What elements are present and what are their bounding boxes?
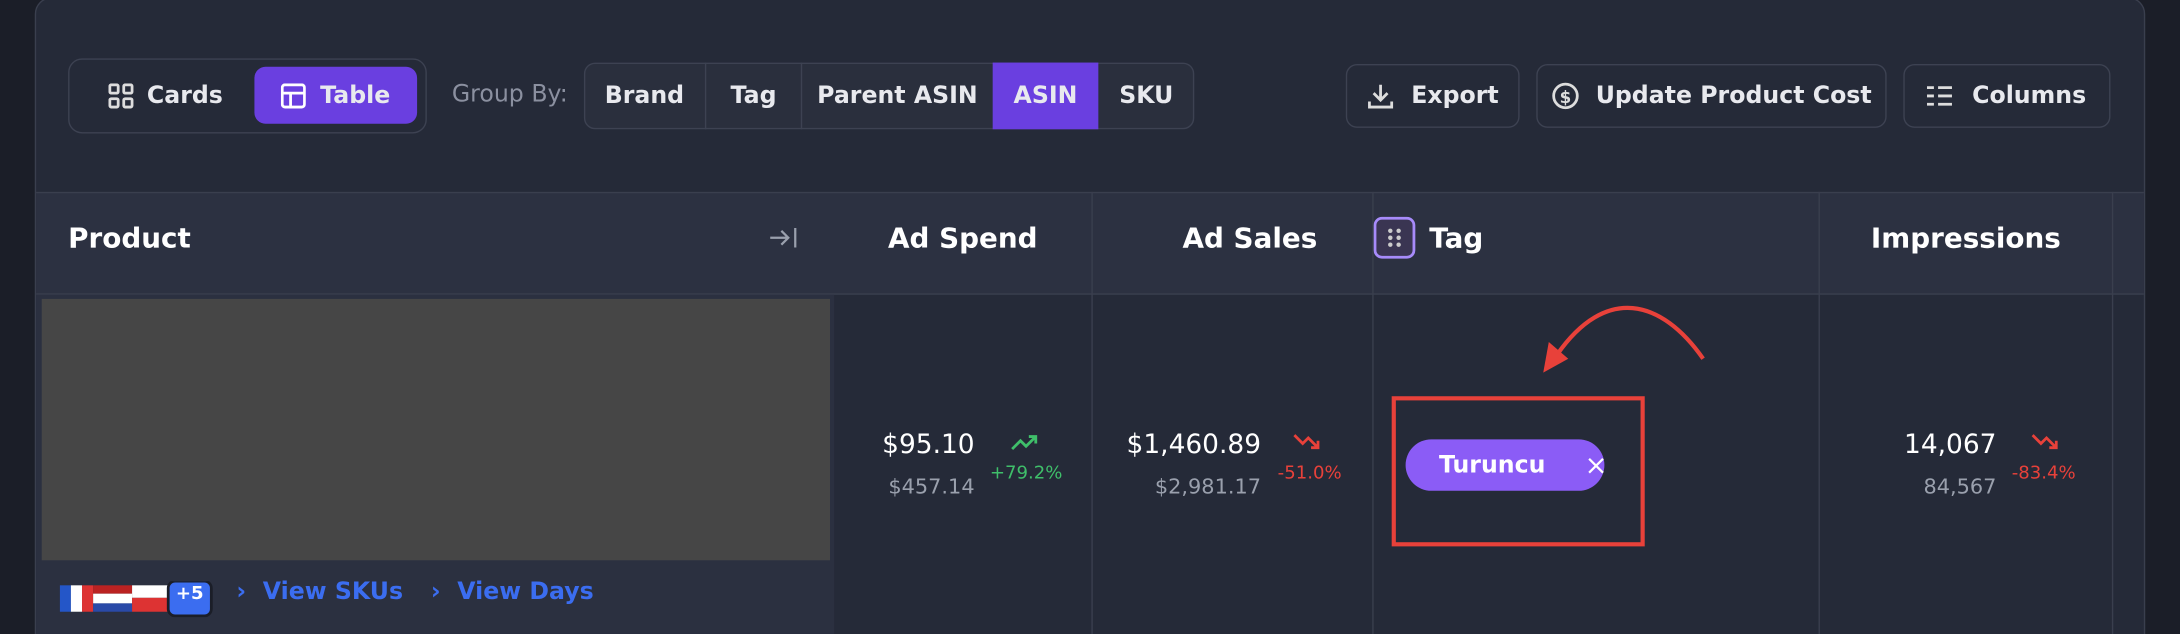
table-header <box>36 191 2144 295</box>
cards-label: Cards <box>146 81 223 110</box>
drag-dots <box>1388 228 1401 247</box>
remove-tag-icon[interactable] <box>1587 457 1604 474</box>
view-days-link[interactable]: View Days <box>457 578 594 607</box>
row-links: › View SKUs › View Days <box>236 578 593 606</box>
header-impressions: Impressions <box>1870 221 2061 255</box>
header-tag: Tag <box>1429 221 1484 255</box>
update-cost-label: Update Product Cost <box>1595 82 1872 110</box>
tag-label: Turuncu <box>1438 451 1546 479</box>
impressions-value: 14,067 <box>1904 429 1997 461</box>
cards-icon <box>108 82 134 108</box>
chevron: › <box>430 578 441 607</box>
update-cost-button[interactable]: $ Update Product Cost <box>1536 63 1887 128</box>
col-divider <box>1091 191 1093 634</box>
export-button[interactable]: Export <box>1345 63 1520 128</box>
col-divider <box>2111 191 2114 634</box>
col-divider <box>1818 191 1820 634</box>
export-label: Export <box>1411 82 1499 110</box>
trend-down-icon <box>2031 434 2058 450</box>
chevron: › <box>236 578 247 607</box>
columns-label: Columns <box>1972 82 2087 110</box>
ad-spend-change: +79.2% <box>989 462 1063 484</box>
view-toggle <box>68 58 427 134</box>
drag-handle[interactable] <box>1373 216 1416 259</box>
header-ad-sales: Ad Sales <box>1182 221 1318 255</box>
product-image <box>41 298 831 561</box>
export-icon <box>1368 84 1394 109</box>
col-divider <box>1372 191 1374 634</box>
view-skus-link[interactable]: View SKUs <box>262 578 404 607</box>
group-sku[interactable]: SKU <box>1119 82 1174 110</box>
table-label: Table <box>320 81 391 110</box>
ad-sales-change: -51.0% <box>1277 462 1342 484</box>
columns-button[interactable]: Columns <box>1903 63 2111 128</box>
ad-sales-previous: $2,981.17 <box>1154 474 1262 500</box>
trend-up-icon <box>1011 435 1038 451</box>
columns-icon <box>1927 86 1953 106</box>
highlight-box <box>1391 396 1645 547</box>
annotation-arrow <box>1543 305 1705 373</box>
dollar-icon: $ <box>1551 82 1579 110</box>
header-ad-spend: Ad Spend <box>887 221 1038 255</box>
group-tag[interactable]: Tag <box>706 62 803 130</box>
group-parent-asin[interactable]: Parent ASIN <box>817 82 978 110</box>
tag-chip[interactable]: Turuncu <box>1405 439 1605 491</box>
ad-spend-value: $95.10 <box>882 429 975 461</box>
group-by-label: Group By: <box>451 80 568 109</box>
table-icon <box>281 82 307 108</box>
group-brand[interactable]: Brand <box>584 62 707 130</box>
table-button[interactable]: Table <box>254 66 418 124</box>
ad-spend-previous: $457.14 <box>888 474 975 500</box>
trend-down-icon <box>1293 434 1320 450</box>
svg-text:$: $ <box>1559 88 1571 107</box>
group-asin[interactable]: ASIN <box>992 62 1099 130</box>
pin-icon[interactable] <box>769 225 800 250</box>
ad-sales-value: $1,460.89 <box>1126 429 1262 461</box>
marketplace-flags <box>59 581 213 618</box>
marketplaces-more[interactable]: +5 <box>175 583 204 605</box>
impressions-change: -83.4% <box>2011 462 2076 484</box>
header-product: Product <box>68 221 191 255</box>
cards-button[interactable]: Cards <box>83 67 247 124</box>
impressions-previous: 84,567 <box>1923 474 1997 500</box>
